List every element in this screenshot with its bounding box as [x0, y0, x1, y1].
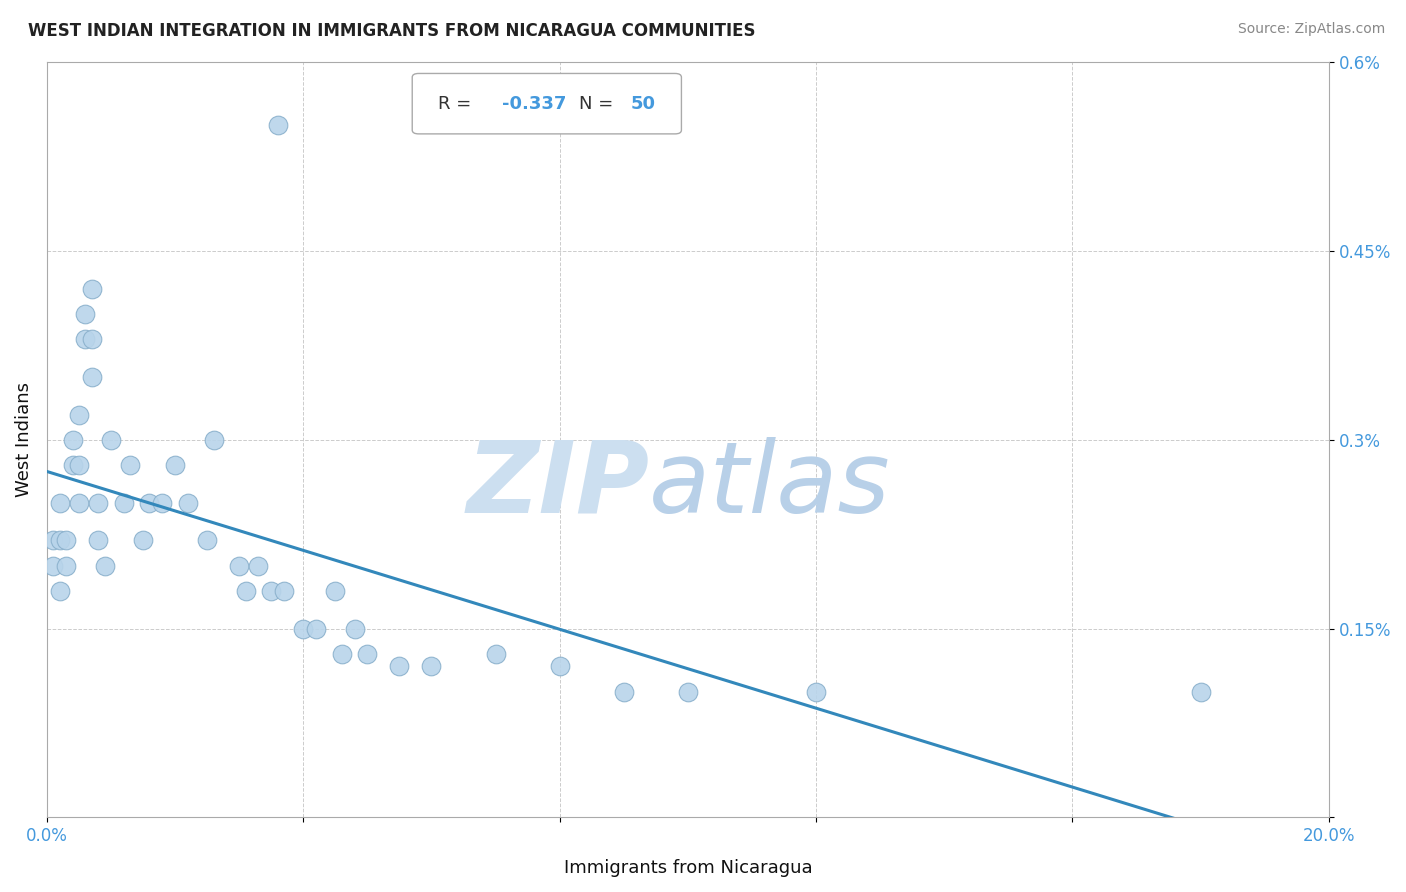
Point — [75, 307, 97, 321]
Point — [177, 496, 200, 510]
Point — [67, 458, 90, 472]
Point — [62, 433, 84, 447]
Point — [42, 533, 65, 548]
Point — [266, 118, 288, 132]
Point — [1189, 684, 1212, 698]
Text: -0.337: -0.337 — [502, 95, 567, 112]
Point — [343, 622, 366, 636]
Point — [484, 647, 506, 661]
Text: R =: R = — [437, 95, 477, 112]
Point — [330, 647, 353, 661]
Point — [247, 558, 270, 573]
Point — [420, 659, 443, 673]
Text: ZIP: ZIP — [467, 436, 650, 533]
Point — [67, 408, 90, 422]
Point — [100, 433, 122, 447]
Point — [613, 684, 636, 698]
Point — [138, 496, 160, 510]
Point — [112, 496, 135, 510]
Point — [87, 533, 110, 548]
Point — [202, 433, 225, 447]
Point — [120, 458, 142, 472]
Point — [292, 622, 315, 636]
Point — [804, 684, 827, 698]
Point — [195, 533, 218, 548]
X-axis label: Immigrants from Nicaragua: Immigrants from Nicaragua — [564, 859, 813, 877]
Point — [62, 458, 84, 472]
Point — [323, 583, 346, 598]
Point — [676, 684, 699, 698]
Text: atlas: atlas — [650, 436, 891, 533]
Text: WEST INDIAN INTEGRATION IN IMMIGRANTS FROM NICARAGUA COMMUNITIES: WEST INDIAN INTEGRATION IN IMMIGRANTS FR… — [28, 22, 755, 40]
Point — [55, 533, 77, 548]
Point — [67, 496, 90, 510]
Point — [235, 583, 257, 598]
Y-axis label: West Indians: West Indians — [15, 383, 32, 497]
Point — [55, 558, 77, 573]
Point — [80, 332, 103, 346]
Point — [388, 659, 411, 673]
Point — [273, 583, 295, 598]
Text: 50: 50 — [630, 95, 655, 112]
Point — [48, 533, 70, 548]
Point — [48, 583, 70, 598]
Point — [48, 496, 70, 510]
Point — [305, 622, 328, 636]
Point — [75, 332, 97, 346]
Point — [87, 496, 110, 510]
Text: N =: N = — [579, 95, 619, 112]
Point — [228, 558, 250, 573]
Point — [80, 282, 103, 296]
Point — [165, 458, 187, 472]
Point — [80, 369, 103, 384]
Point — [548, 659, 571, 673]
Point — [93, 558, 115, 573]
Point — [356, 647, 378, 661]
Point — [42, 558, 65, 573]
Point — [150, 496, 173, 510]
FancyBboxPatch shape — [412, 73, 682, 134]
Point — [260, 583, 283, 598]
Point — [132, 533, 155, 548]
Text: Source: ZipAtlas.com: Source: ZipAtlas.com — [1237, 22, 1385, 37]
